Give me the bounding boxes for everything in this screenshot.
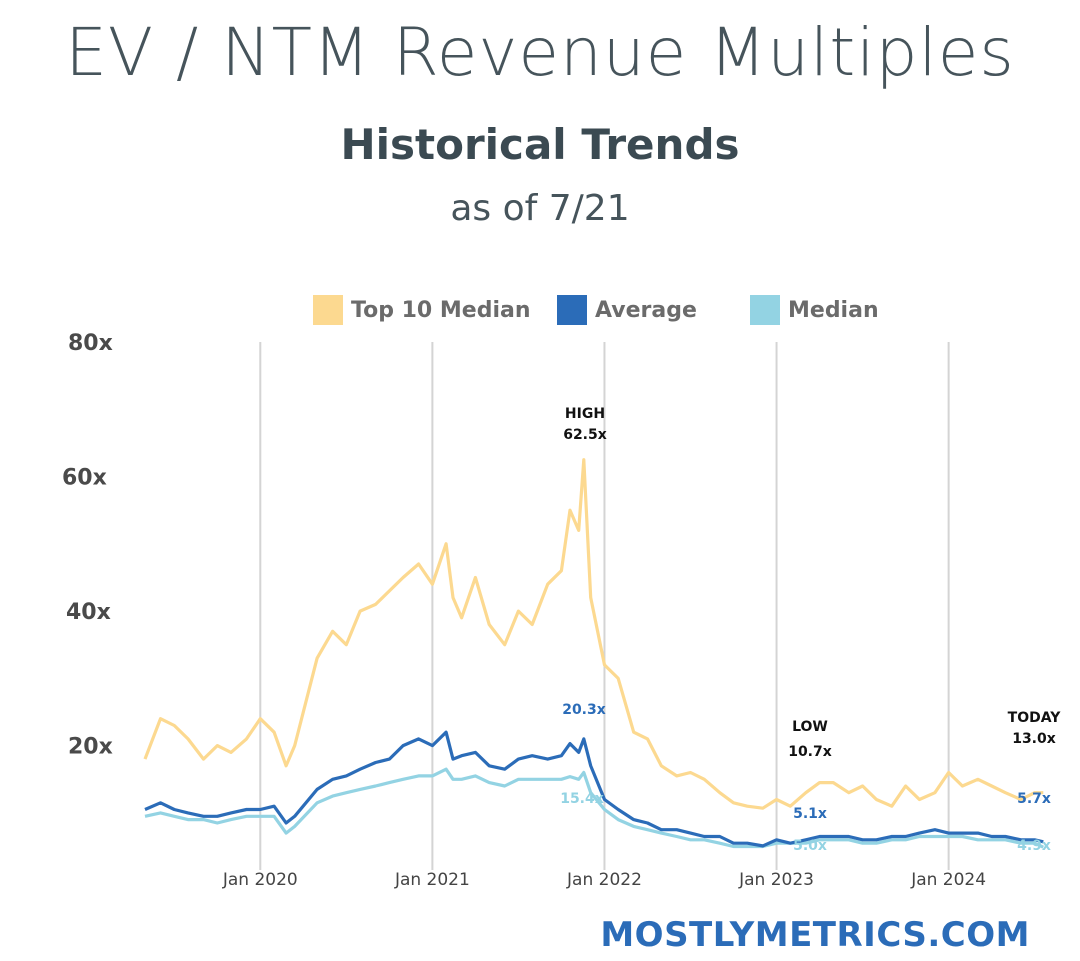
y-tick-label: 40x — [66, 600, 111, 625]
annotation-label: TODAY — [1008, 710, 1062, 726]
annotation-value: 15.4x — [560, 791, 604, 807]
y-tick-label: 80x — [68, 331, 113, 356]
legend-item-top10-median: Top 10 Median — [313, 292, 531, 328]
annotation-value: 62.5x — [563, 427, 607, 443]
annotation-label: LOW — [792, 719, 828, 735]
series-line-average — [144, 730, 1044, 848]
legend-swatch-median — [750, 295, 780, 325]
legend-label: Top 10 Median — [351, 297, 531, 323]
series-line-top-10-median — [143, 458, 1044, 810]
brand-watermark: MOSTLYMETRICS.COM — [600, 915, 1030, 955]
annotation-value: 4.9x — [1017, 838, 1051, 854]
x-tick-label: Jan 2020 — [222, 870, 298, 890]
y-tick-label: 60x — [62, 466, 107, 491]
x-tick-label: Jan 2021 — [394, 870, 470, 890]
series-line-median — [144, 767, 1044, 849]
x-tick-label: Jan 2023 — [738, 870, 814, 890]
annotation-value: 5.7x — [1017, 791, 1051, 807]
x-tick-label: Jan 2022 — [566, 870, 642, 890]
legend-swatch-average — [557, 295, 587, 325]
legend-item-average: Average — [557, 292, 697, 328]
legend-item-median: Median — [750, 292, 879, 328]
page-title: EV / NTM Revenue Multiples — [65, 14, 1015, 91]
legend-swatch-top10-median — [313, 295, 343, 325]
page-subtitle: Historical Trends — [340, 120, 740, 169]
x-tick-label: Jan 2024 — [910, 870, 986, 890]
annotation-label: HIGH — [565, 406, 605, 422]
annotation-value: 20.3x — [562, 702, 606, 718]
legend-label: Average — [595, 297, 697, 323]
as-of-date: as of 7/21 — [450, 188, 630, 229]
annotation-value: 13.0x — [1012, 731, 1056, 747]
chart-legend: Top 10 Median Average Median — [0, 292, 1080, 328]
annotation-value: 5.0x — [793, 838, 827, 854]
legend-label: Median — [788, 297, 879, 323]
y-tick-label: 20x — [68, 735, 113, 760]
annotation-value: 10.7x — [788, 744, 832, 760]
annotation-value: 5.1x — [793, 806, 827, 822]
